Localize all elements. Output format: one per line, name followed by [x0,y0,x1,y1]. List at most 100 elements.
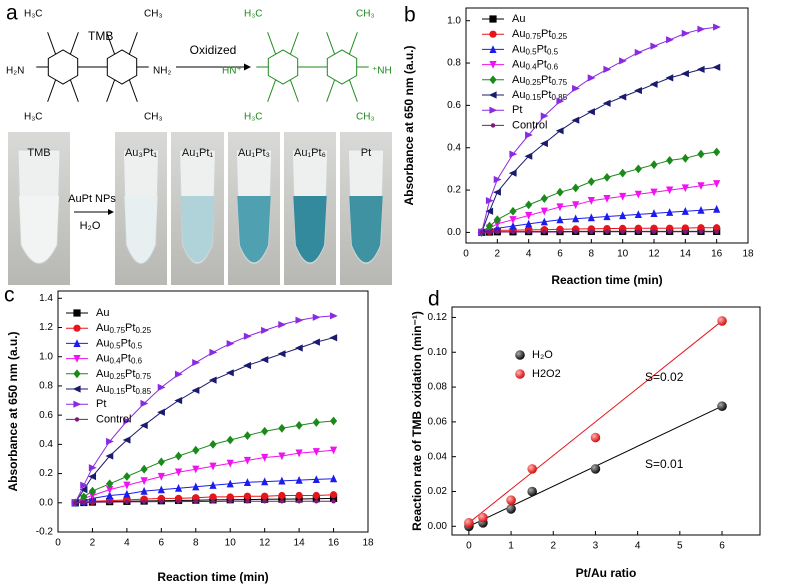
bond [47,79,57,102]
y-tick-label: 1.0 [39,351,53,362]
marker [294,344,303,352]
marker [192,465,200,474]
legend-label: H2O2 [532,368,561,380]
marker [124,499,130,505]
x-tick-label: 5 [677,541,683,552]
x-tick-label: 10 [617,249,629,260]
marker [603,194,611,203]
x-tick-label: 8 [193,538,199,549]
marker [602,99,611,107]
marker [589,229,594,234]
marker [713,180,721,188]
marker [634,164,642,174]
x-tick-label: 0 [463,249,469,260]
marker [261,326,269,335]
marker [603,225,611,233]
marker [681,184,689,193]
marker [331,499,336,504]
y-tick-label: 0.08 [428,382,448,393]
marker [540,207,548,216]
x-tick-label: 18 [362,538,374,549]
marker [312,491,320,500]
marker [587,177,595,187]
marker [123,472,131,481]
marker [261,453,269,462]
x-tick-label: 0 [55,538,61,549]
tube-label: Au₁Pt₆ [294,147,326,159]
marker [619,168,627,178]
marker [191,386,200,394]
y-tick-label: 1.2 [39,322,53,333]
marker [493,175,502,184]
point [527,486,537,497]
point [590,432,601,443]
marker [487,230,492,235]
marker [192,445,200,455]
marker [88,486,97,496]
photos: TMB Au₃Pt₁ Au₁Pt₁ Au₁Pt₃ Au₁Pt₆ Pt [8,132,392,285]
marker [603,172,611,182]
marker [192,358,200,367]
marker [619,57,627,65]
tube-label: Pt [361,147,371,159]
marker [665,74,674,82]
marker [712,63,721,71]
bond [267,32,277,55]
marker [243,431,252,440]
marker [279,499,285,504]
marker [79,486,88,494]
marker [157,383,166,391]
x-tick-label: 6 [719,541,725,552]
x-tick-label: 1 [508,541,514,552]
y-tick-label: 0.10 [428,347,448,358]
marker [649,80,658,88]
legend-label: H₂O [532,349,553,361]
marker [587,213,595,222]
y-tick-label: -0.2 [36,527,54,538]
liquid [349,196,383,263]
marker [140,486,148,495]
marker [509,206,517,216]
legend-label: Au [512,13,525,25]
marker [485,207,494,215]
legend-marker [73,309,81,317]
marker [209,439,217,449]
marker [226,493,234,501]
legend-marker [73,339,81,347]
legend-label: Control [512,119,547,131]
marker [243,492,252,500]
marker [713,204,721,213]
marker [556,203,564,212]
marker [525,219,533,228]
marker [681,29,690,38]
legend-label: Au0.75Pt0.25 [512,28,568,41]
y-tick-label: 0.4 [447,142,461,153]
marker [620,229,625,234]
legend-label: Au0.25Pt0.75 [512,74,568,87]
marker [312,418,320,427]
marker [295,491,303,500]
marker [245,499,250,504]
marker [174,370,183,378]
x-tick-label: 2 [550,541,556,552]
marker [141,499,147,504]
y-tick-label: 0.6 [447,100,461,111]
marker [106,479,114,489]
x-tick-label: 12 [259,538,271,549]
legend-marker [489,106,498,114]
bond [348,32,358,55]
marker [493,188,501,196]
marker [295,420,303,430]
legend-marker [489,15,497,23]
point [717,316,727,326]
legend-marker [73,369,81,379]
marker [140,477,148,486]
marker [105,452,114,460]
x-tick-label: 2 [495,249,501,260]
bond [128,79,138,102]
marker [493,220,501,229]
marker [209,493,217,501]
marker [572,201,580,210]
group-label: H₃C [24,112,43,123]
